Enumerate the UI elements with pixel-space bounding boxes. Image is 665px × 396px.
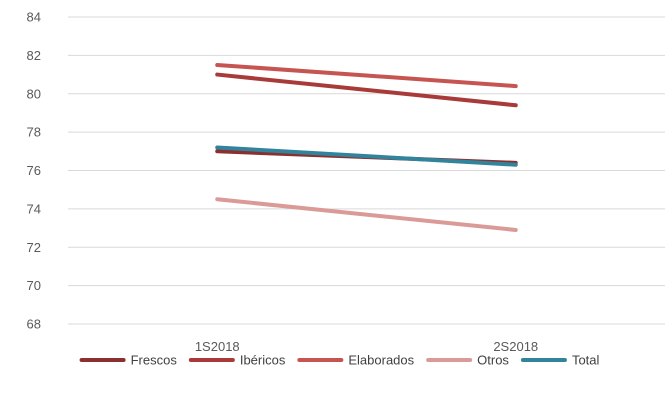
- gridlines: [68, 16, 665, 325]
- legend-label: Frescos: [131, 353, 178, 368]
- y-tick-label: 72: [27, 240, 41, 255]
- legend-label: Otros: [477, 353, 509, 368]
- y-tick-label: 76: [27, 163, 41, 178]
- y-tick-label: 70: [27, 278, 41, 293]
- y-tick-label: 82: [27, 48, 41, 63]
- y-tick-label: 80: [27, 86, 41, 101]
- x-axis-ticks: 1S2018 2S2018: [195, 339, 538, 354]
- series-line: [215, 145, 518, 167]
- y-tick-label: 68: [27, 317, 41, 332]
- x-tick-label: 2S2018: [493, 339, 538, 354]
- series-line: [215, 197, 518, 232]
- series-line: [215, 62, 518, 89]
- legend-label: Ibéricos: [240, 353, 286, 368]
- legend-label: Elaborados: [348, 353, 414, 368]
- y-tick-label: 78: [27, 125, 41, 140]
- series-line: [215, 72, 518, 108]
- series-lines: [215, 62, 518, 232]
- legend: Frescos Ibéricos Elaborados Otros Total: [79, 353, 600, 368]
- y-tick-label: 74: [27, 201, 41, 216]
- y-axis-ticks: 68 70 72 74 76 78 80 82 84: [27, 10, 41, 332]
- x-tick-label: 1S2018: [195, 339, 240, 354]
- y-tick-label: 84: [27, 10, 41, 25]
- legend-label: Total: [572, 353, 600, 368]
